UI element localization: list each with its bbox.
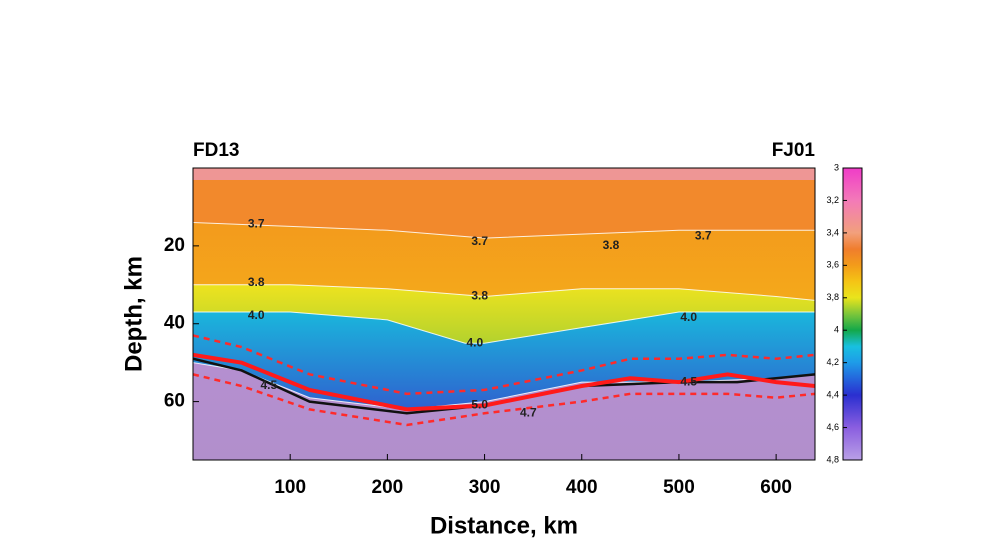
contour-label: 4.0: [248, 308, 265, 322]
contour-label: 5.0: [471, 398, 488, 412]
colorbar-tick-label: 4,8: [826, 454, 839, 464]
x-tick-label: 500: [663, 477, 695, 498]
contour-label: 4.5: [260, 378, 277, 392]
contour-label: 3.7: [248, 217, 265, 231]
boundary-line: [193, 373, 815, 427]
x-tick-label: 100: [274, 477, 306, 498]
x-tick-label: 300: [469, 477, 501, 498]
contour-line: [193, 311, 815, 344]
colorbar-tick-label: 3,8: [826, 292, 839, 302]
y-tick-label: 20: [164, 235, 185, 256]
y-axis-label: Depth, km: [120, 256, 147, 372]
colorbar-tick-label: 4,6: [826, 422, 839, 432]
contour-line: [193, 284, 815, 301]
velocity-band: [193, 362, 815, 460]
x-tick-label: 600: [760, 477, 792, 498]
contour-label: 3.8: [603, 238, 620, 252]
contour-line: [193, 222, 815, 239]
contour-label: 4.0: [467, 335, 484, 349]
colorbar-tick-label: 4,4: [826, 389, 839, 399]
right-label: FJ01: [772, 140, 816, 161]
contour-label: 3.8: [471, 289, 488, 303]
contour-label: 3.7: [695, 228, 712, 242]
contour-label: 4.5: [680, 374, 697, 388]
contour-label: 4.0: [680, 310, 697, 324]
contour-label: 3.7: [471, 234, 488, 248]
contour-label: 3.8: [248, 275, 265, 289]
colorbar-tick-label: 3,6: [826, 260, 839, 270]
colorbar-tick-label: 4,2: [826, 357, 839, 367]
plot-frame: [192, 167, 816, 461]
colorbar-tick-label: 4: [834, 325, 839, 335]
x-tick-label: 200: [372, 477, 404, 498]
boundary-line: [193, 334, 815, 396]
colorbar: [842, 167, 863, 461]
top-strip: [193, 168, 815, 180]
left-label: FD13: [193, 140, 239, 161]
y-tick-label: 60: [164, 391, 185, 412]
x-axis-label: Distance, km: [430, 512, 578, 539]
colorbar-tick-label: 3: [834, 162, 839, 172]
contour-label: 4.7: [520, 405, 537, 419]
boundary-line: [193, 352, 815, 412]
x-tick-label: 400: [566, 477, 598, 498]
colorbar-tick-label: 3,4: [826, 227, 839, 237]
colorbar-tick-label: 3,2: [826, 195, 839, 205]
overlay: 100 200 300 400 500 600 20 40 60 3 3,2 3,4 3,6 3,8 4 4,…: [164, 162, 863, 498]
plot-area: 3.7 3.7 3.8 3.7 3.8 3.8 4.0 4.0 4.0 4.5 5.0 4.7 4.5: [193, 168, 815, 460]
y-tick-label: 40: [164, 313, 185, 334]
